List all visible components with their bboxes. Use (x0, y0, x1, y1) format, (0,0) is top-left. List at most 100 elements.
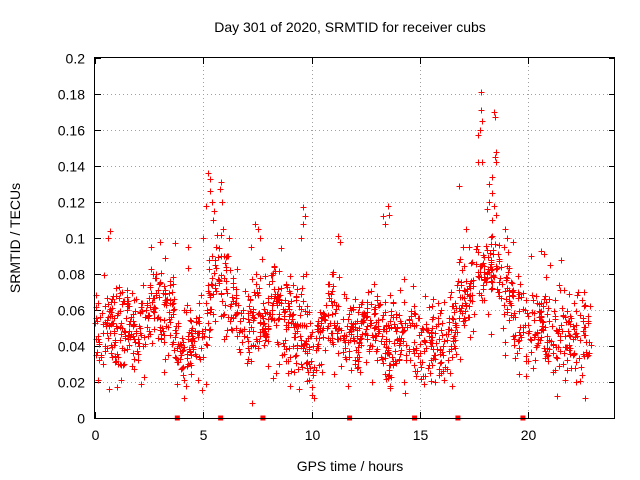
data-point (446, 348, 453, 355)
data-point (134, 348, 141, 355)
data-point (287, 311, 294, 318)
data-point (166, 316, 173, 323)
data-point (486, 181, 493, 188)
data-point (157, 280, 164, 287)
data-point (129, 290, 136, 297)
data-point (250, 328, 257, 335)
data-point (364, 309, 371, 316)
data-point (252, 343, 259, 350)
data-point (581, 289, 588, 296)
data-point (542, 348, 549, 355)
data-point (203, 203, 210, 210)
data-point (112, 339, 119, 346)
data-point (276, 361, 283, 368)
data-point (97, 314, 104, 321)
data-point (283, 358, 290, 365)
data-point (469, 259, 476, 266)
data-point (109, 344, 116, 351)
data-point (438, 370, 445, 377)
data-point (125, 336, 132, 343)
data-point (523, 297, 530, 304)
data-point (263, 334, 270, 341)
data-point (317, 309, 324, 316)
data-point (552, 367, 559, 374)
data-point (511, 342, 518, 349)
data-point (502, 288, 509, 295)
data-point (113, 293, 120, 300)
data-point (363, 326, 370, 333)
data-point (346, 348, 353, 355)
data-point (415, 315, 422, 322)
data-point (347, 305, 354, 312)
data-point (175, 320, 182, 327)
data-point (488, 241, 495, 248)
data-point (262, 337, 269, 344)
data-point (227, 318, 234, 325)
data-point (248, 244, 255, 251)
data-point (132, 339, 139, 346)
data-point (117, 308, 124, 315)
data-point (131, 356, 138, 363)
data-point (248, 324, 255, 331)
data-point (248, 358, 255, 365)
data-point (276, 268, 283, 275)
data-point (454, 282, 461, 289)
data-point (121, 347, 128, 354)
data-point (397, 318, 404, 325)
data-point (148, 244, 155, 251)
data-point (516, 371, 523, 378)
data-point (545, 352, 552, 359)
data-point (187, 348, 194, 355)
data-point (556, 363, 563, 370)
data-point (115, 354, 122, 361)
data-point (373, 348, 380, 355)
data-point (366, 346, 373, 353)
data-point (162, 255, 169, 262)
data-point (456, 315, 463, 322)
data-point (393, 311, 400, 318)
data-point (585, 320, 592, 327)
data-point (428, 337, 435, 344)
data-point (213, 265, 220, 272)
data-point (333, 306, 340, 313)
data-point (265, 325, 272, 332)
data-point (298, 306, 305, 313)
data-point (228, 326, 235, 333)
data-point (163, 323, 170, 330)
data-point (576, 355, 583, 362)
data-point (421, 338, 428, 345)
data-point (531, 310, 538, 317)
data-point (317, 329, 324, 336)
data-point (544, 333, 551, 340)
y-tick-label: 0.12 (58, 195, 85, 211)
data-point (410, 283, 417, 290)
data-point (233, 311, 240, 318)
data-point (496, 242, 503, 249)
data-point (343, 356, 350, 363)
data-point (587, 303, 594, 310)
data-point (517, 281, 524, 288)
data-point (294, 328, 301, 335)
data-point (452, 329, 459, 336)
data-point (484, 247, 491, 254)
data-point (156, 281, 163, 288)
data-point (199, 387, 206, 394)
data-point (441, 377, 448, 384)
data-point (355, 349, 362, 356)
data-point (546, 318, 553, 325)
y-tick-label: 0.2 (66, 51, 86, 67)
data-point (261, 306, 268, 313)
data-point (183, 309, 190, 316)
x-tick-label: 15 (413, 427, 429, 443)
data-point (104, 317, 111, 324)
data-point (373, 333, 380, 340)
data-point (158, 335, 165, 342)
data-point (287, 273, 294, 280)
data-point (256, 310, 263, 317)
data-point (495, 289, 502, 296)
data-point (291, 369, 298, 376)
y-tick-label: 0.04 (58, 339, 85, 355)
data-point (181, 344, 188, 351)
data-point (444, 337, 451, 344)
data-point (484, 206, 491, 213)
